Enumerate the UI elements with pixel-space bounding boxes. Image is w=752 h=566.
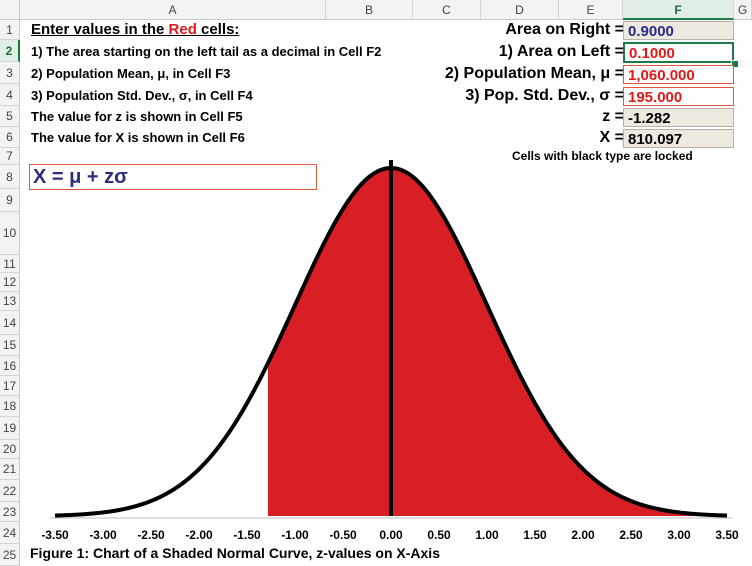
x-label: X = [599,129,624,146]
x-tick-label: 0.00 [379,528,403,542]
instruction-line-2: 2) Population Mean, μ, in Cell F3 [31,66,231,81]
x-tick-label: 1.50 [523,528,547,542]
row-header-10[interactable]: 10 [0,212,20,255]
x-tick-label: 0.50 [427,528,451,542]
row-header-13[interactable]: 13 [0,292,20,311]
row-header-20[interactable]: 20 [0,440,20,459]
row-header-19[interactable]: 19 [0,417,20,440]
row-header-5[interactable]: 5 [0,106,20,127]
heading-prefix: Enter values in the [31,21,169,38]
cell-f3-pop-mean-input[interactable]: 1,060.000 [623,65,734,84]
row-header-25[interactable]: 25 [0,544,20,566]
x-tick-label: 1.00 [475,528,499,542]
x-tick-label: -1.50 [233,528,261,542]
row-header-22[interactable]: 22 [0,480,20,502]
row-header-3[interactable]: 3 [0,62,20,84]
area-left-label: 1) Area on Left = [498,43,624,60]
cell-f1-area-right: 0.9000 [623,21,734,40]
row-header-23[interactable]: 23 [0,502,20,522]
row-header-12[interactable]: 12 [0,273,20,292]
row-header-15[interactable]: 15 [0,335,20,356]
x-tick-label: 3.50 [715,528,739,542]
row-header-4[interactable]: 4 [0,84,20,106]
column-header-a[interactable]: A [20,0,326,20]
row-header-9[interactable]: 9 [0,189,20,212]
instruction-line-4: The value for z is shown in Cell F5 [31,109,243,124]
column-header-f[interactable]: F [623,0,734,20]
column-header-d[interactable]: D [481,0,559,20]
figure-caption: Figure 1: Chart of a Shaded Normal Curve… [30,545,440,561]
shaded-area [267,168,727,516]
pop-mean-label: 2) Population Mean, μ = [444,65,624,82]
cell-f2-area-left-input[interactable]: 0.1000 [623,42,734,63]
x-tick-label: -3.50 [41,528,69,542]
row-header-1[interactable]: 1 [0,20,20,40]
normal-curve-chart [50,160,732,519]
cell-f4-pop-sd-input[interactable]: 195.000 [623,87,734,106]
row-header-17[interactable]: 17 [0,376,20,396]
row-header-6[interactable]: 6 [0,127,20,148]
x-tick-label: 2.00 [571,528,595,542]
heading-red-word: Red [168,21,197,38]
select-all-corner[interactable] [0,0,20,20]
instruction-line-1: 1) The area starting on the left tail as… [31,44,382,59]
instruction-line-3: 3) Population Std. Dev., σ, in Cell F4 [31,88,253,103]
area-right-label: Area on Right = [505,21,624,38]
pop-sd-label: 3) Pop. Std. Dev., σ = [465,87,624,104]
x-tick-label: -1.00 [281,528,309,542]
x-tick-label: -2.00 [185,528,213,542]
x-tick-label: 3.00 [667,528,691,542]
x-tick-label: -0.50 [329,528,357,542]
instruction-line-5: The value for X is shown in Cell F6 [31,130,245,145]
row-header-2[interactable]: 2 [0,40,20,62]
locked-note: Cells with black type are locked [512,149,693,163]
row-header-8[interactable]: 8 [0,165,20,189]
row-header-24[interactable]: 24 [0,522,20,544]
row-header-21[interactable]: 21 [0,459,20,480]
heading-suffix: cells: [196,21,240,38]
row-header-11[interactable]: 11 [0,255,20,273]
cell-f5-z-value: -1.282 [623,108,734,127]
z-label: z = [602,108,624,125]
column-header-c[interactable]: C [413,0,481,20]
fill-handle[interactable] [731,60,739,68]
x-tick-label: -3.00 [89,528,117,542]
row-header-7[interactable]: 7 [0,148,20,165]
column-header-b[interactable]: B [326,0,413,20]
row-header-16[interactable]: 16 [0,356,20,376]
x-tick-label: -2.50 [137,528,165,542]
instructions-heading: Enter values in the Red cells: [31,21,239,38]
row-header-18[interactable]: 18 [0,396,20,417]
row-header-14[interactable]: 14 [0,311,20,335]
column-header-e[interactable]: E [559,0,623,20]
cell-f6-x-value: 810.097 [623,129,734,148]
formula-box: X = μ + zσ [29,164,317,190]
x-tick-label: 2.50 [619,528,643,542]
column-header-g[interactable]: G [734,0,752,20]
